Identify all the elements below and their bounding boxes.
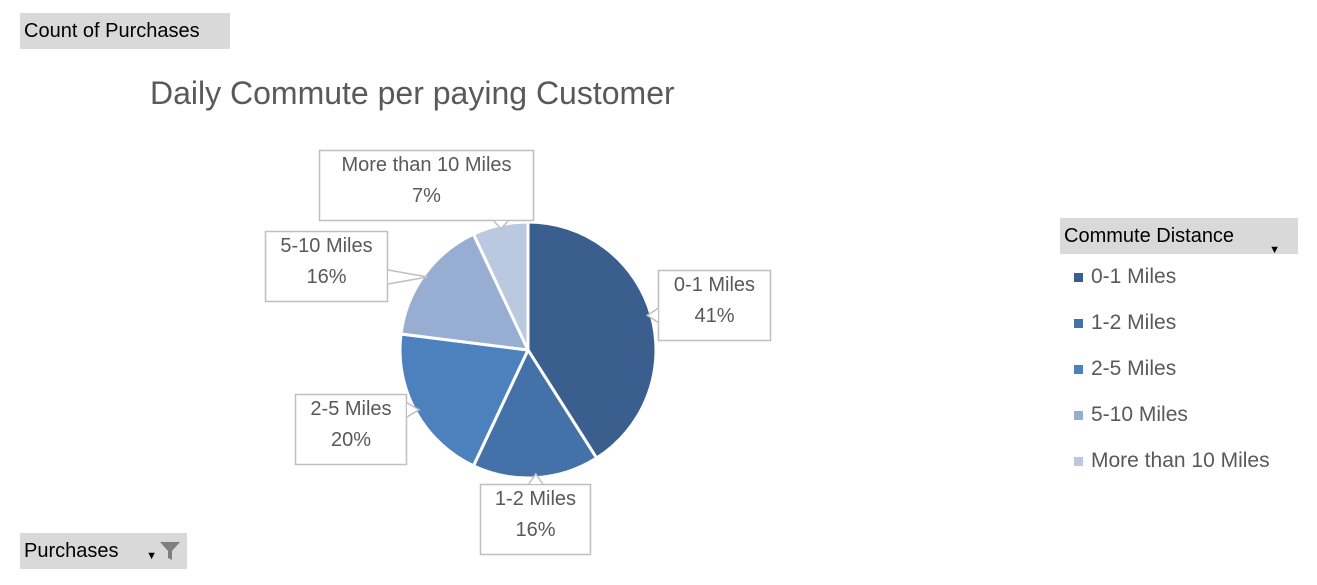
data-label-0-1-miles: 0-1 Miles 41% xyxy=(658,270,771,341)
data-label-box xyxy=(657,269,772,342)
data-label-box xyxy=(264,230,389,303)
legend-label: 2-5 Miles xyxy=(1091,357,1177,380)
data-label-value: 16% xyxy=(515,519,556,541)
data-label-2-5-miles: 2-5 Miles 20% xyxy=(295,394,407,465)
data-label-value: 16% xyxy=(306,266,347,288)
data-label-category: More than 10 Miles xyxy=(341,154,512,176)
pie-slice-5-10-miles[interactable] xyxy=(399,232,530,352)
data-label-category: 2-5 Miles xyxy=(310,398,392,420)
legend-item-2-5-miles[interactable]: 2-5 Miles xyxy=(1074,357,1176,381)
legend-swatch xyxy=(1074,364,1083,374)
legend-swatch xyxy=(1074,456,1083,466)
legend-label: More than 10 Miles xyxy=(1091,449,1270,472)
data-label-pointer xyxy=(645,307,659,323)
axis-field-button[interactable]: Purchases ▼ xyxy=(20,533,187,569)
legend-label: 0-1 Miles xyxy=(1091,265,1177,288)
legend-item-1-2-miles[interactable]: 1-2 Miles xyxy=(1074,311,1176,335)
data-label-category: 5-10 Miles xyxy=(280,235,373,257)
legend-swatch xyxy=(1074,272,1083,282)
chart-title: Daily Commute per paying Customer xyxy=(150,75,675,111)
legend-swatch xyxy=(1074,318,1083,328)
legend-swatch xyxy=(1074,410,1083,420)
data-label-value: 7% xyxy=(412,185,441,207)
data-label-category: 1-2 Miles xyxy=(494,488,577,510)
axis-field-label: Purchases xyxy=(24,540,119,562)
legend-field-button[interactable]: Commute Distance ▼ xyxy=(1060,218,1298,256)
data-label-pointer xyxy=(387,269,428,285)
legend-field-label: Commute Distance xyxy=(1064,225,1235,247)
legend-item-5-10-miles[interactable]: 5-10 Miles xyxy=(1074,403,1188,427)
data-label-pointer xyxy=(406,402,421,418)
data-label-box xyxy=(294,393,408,466)
data-label-value: 41% xyxy=(694,305,735,327)
data-label-category: 0-1 Miles xyxy=(673,274,756,296)
data-label-5-10-miles: 5-10 Miles 16% xyxy=(265,231,388,302)
legend-label: 1-2 Miles xyxy=(1091,311,1177,334)
values-field-label: Count of Purchases xyxy=(24,20,200,42)
data-label-pointer xyxy=(493,220,509,230)
data-label-box xyxy=(318,149,535,222)
data-label-more-than-10-miles: More than 10 Miles 7% xyxy=(319,150,534,221)
dropdown-arrow-icon[interactable]: ▼ xyxy=(146,550,157,562)
legend-item-more-than-10-miles[interactable]: More than 10 Miles xyxy=(1074,449,1270,473)
values-field-button[interactable]: Count of Purchases xyxy=(20,13,230,49)
legend-item-0-1-miles[interactable]: 0-1 Miles xyxy=(1074,265,1176,289)
data-label-value: 20% xyxy=(330,429,372,451)
data-label-box xyxy=(479,483,592,556)
data-label-1-2-miles: 1-2 Miles 16% xyxy=(480,484,591,555)
filter-icon[interactable] xyxy=(159,540,181,562)
data-label-pointer xyxy=(528,472,544,485)
legend-label: 5-10 Miles xyxy=(1091,403,1188,426)
dropdown-arrow-icon[interactable]: ▼ xyxy=(1269,244,1280,256)
